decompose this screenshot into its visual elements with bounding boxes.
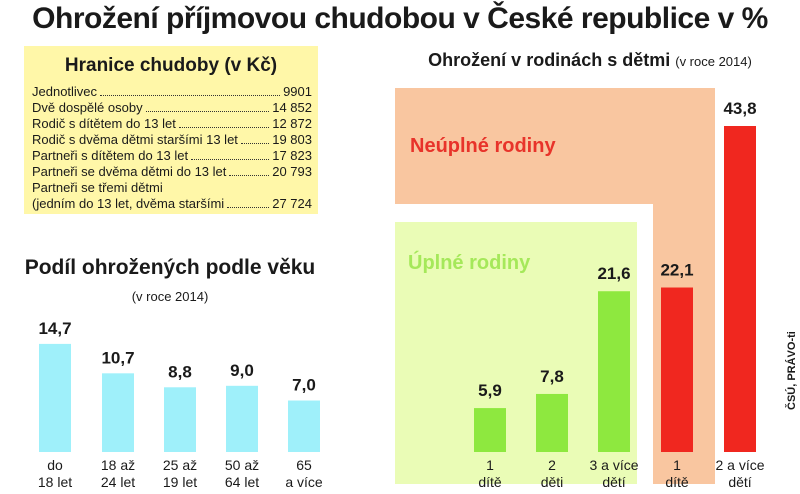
age-bar (39, 343, 71, 452)
age-bar (164, 387, 196, 452)
threshold-row-value: 12 872 (272, 116, 312, 131)
complete-family-bar (474, 408, 506, 452)
threshold-row-label: (jedním do 13 let, dvěma staršími (32, 196, 225, 211)
complete-family-bar-value: 21,6 (597, 264, 630, 283)
age-bar-value: 8,8 (168, 362, 192, 381)
age-category-label: 50 až 64 let (225, 457, 259, 490)
incomplete-family-category-label: 2 a více dětí (715, 457, 764, 490)
poverty-threshold-box: Hranice chudoby (v Kč) Jednotlivec 9901 D… (24, 46, 318, 214)
family-chart-title-text: Ohrožení v rodinách s dětmi (428, 50, 671, 70)
threshold-row-label: Rodič s dítětem do 13 let (32, 116, 176, 131)
threshold-row-label: Partneři se dvěma dětmi do 13 let (32, 164, 227, 179)
threshold-row-label: Jednotlivec (32, 84, 98, 99)
incomplete-family-bar (724, 126, 756, 452)
age-category-label: do 18 let (38, 457, 72, 490)
threshold-row-label: Partneři se třemi dětmi (32, 180, 163, 195)
age-category-label: 65 a více (285, 457, 323, 490)
complete-family-bar (536, 393, 568, 452)
age-bar (288, 400, 320, 452)
main-title: Ohrožení příjmovou chudobou v České repu… (32, 2, 768, 35)
threshold-row-value: 19 803 (272, 132, 312, 147)
complete-family-category-label: 2 děti (541, 457, 564, 490)
threshold-row-value: 20 793 (272, 164, 312, 179)
threshold-row: Partneři s dítětem do 13 let 17 823 (32, 148, 312, 164)
threshold-row: Rodič s dvěma dětmi staršími 13 let 19 80… (32, 132, 312, 148)
age-bar-value: 7,0 (292, 376, 316, 395)
complete-families-label: Úplné rodiny (408, 252, 531, 274)
panel-gap (637, 204, 653, 484)
incomplete-families-label: Neúplné rodiny (410, 135, 556, 157)
threshold-row-value: 27 724 (272, 196, 312, 211)
complete-families-panel (395, 222, 637, 484)
incomplete-family-bar (661, 287, 693, 452)
family-chart-subtitle: (v roce 2014) (675, 54, 752, 69)
threshold-row: Partneři se dvěma dětmi do 13 let 20 793 (32, 164, 312, 180)
complete-family-category-label: 1 dítě (478, 457, 502, 490)
complete-family-bar-value: 5,9 (478, 381, 502, 400)
threshold-row: Jednotlivec 9901 (32, 84, 312, 100)
source-note: ČSÚ, PRÁVO-ti (786, 331, 798, 410)
age-chart-title: Podíl ohrožených podle věku (24, 256, 316, 279)
panel-gap (395, 204, 653, 222)
threshold-row: Dvě dospělé osoby 14 852 (32, 100, 312, 116)
threshold-row-label: Dvě dospělé osoby (32, 100, 143, 115)
threshold-row-value: 14 852 (272, 100, 312, 115)
age-category-label: 18 až 24 let (101, 457, 135, 490)
age-chart-subtitle: (v roce 2014) (131, 289, 209, 304)
incomplete-family-category-label: 1 dítě (665, 457, 689, 490)
poverty-threshold-title: Hranice chudoby (v Kč) (64, 55, 278, 76)
age-bar (226, 385, 258, 452)
threshold-row-value: 9901 (283, 84, 312, 99)
threshold-row-label: Rodič s dvěma dětmi staršími 13 let (32, 132, 238, 147)
complete-family-bar-value: 7,8 (540, 367, 564, 386)
threshold-row: Rodič s dítětem do 13 let 12 872 (32, 116, 312, 132)
incomplete-family-bar-value: 22,1 (660, 261, 693, 280)
age-bar-value: 10,7 (101, 348, 134, 367)
age-bar-value: 9,0 (230, 361, 254, 380)
family-chart-title: Ohrožení v rodinách s dětmi (v roce 2014… (380, 50, 800, 71)
incomplete-family-bar-value: 43,8 (723, 99, 756, 118)
threshold-row-label: Partneři s dítětem do 13 let (32, 148, 189, 163)
threshold-row: Partneři se třemi dětmi (32, 180, 312, 196)
complete-family-bar (598, 291, 630, 452)
age-category-label: 25 až 19 let (163, 457, 197, 490)
threshold-row-value: 17 823 (272, 148, 312, 163)
complete-family-category-label: 3 a více dětí (589, 457, 638, 490)
age-bar (102, 373, 134, 452)
threshold-row: (jedním do 13 let, dvěma staršími 27 724 (32, 196, 312, 212)
age-bar-value: 14,7 (38, 319, 71, 338)
